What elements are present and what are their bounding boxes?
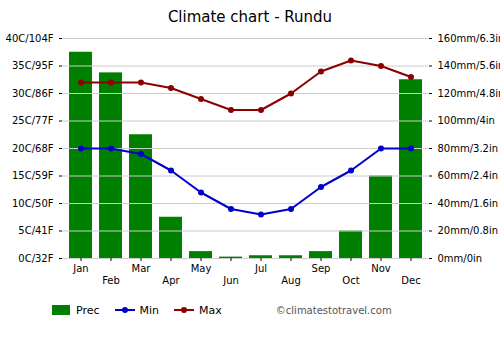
svg-text:120mm/4.8in: 120mm/4.8in [438, 88, 500, 99]
html-text:Prec: Prec [76, 303, 100, 317]
svg-text:15C/59F: 15C/59F [12, 170, 54, 181]
svg-text:25C/77F: 25C/77F [12, 115, 54, 126]
svg-text:0mm/0in: 0mm/0in [438, 253, 483, 264]
html-text:Min: Min [139, 303, 160, 317]
svg-text:Oct: Oct [342, 275, 359, 286]
svg-text:40mm/1.6in: 40mm/1.6in [438, 198, 499, 209]
html-text:©climatestotravel.com: ©climatestotravel.com [275, 304, 392, 316]
svg-text:May: May [191, 263, 212, 274]
svg-text:10C/50F: 10C/50F [12, 198, 54, 209]
svg-text:Jun: Jun [222, 275, 239, 286]
svg-text:Aug: Aug [281, 275, 301, 286]
svg-text:Apr: Apr [162, 275, 180, 286]
svg-text:Nov: Nov [371, 263, 391, 274]
svg-text:100mm/4in: 100mm/4in [438, 115, 495, 126]
svg-text:Feb: Feb [102, 275, 120, 286]
svg-text:60mm/2.4in: 60mm/2.4in [438, 170, 499, 181]
svg-text:35C/95F: 35C/95F [12, 60, 54, 71]
svg-text:140mm/5.6in: 140mm/5.6in [438, 60, 500, 71]
svg-text:0C/32F: 0C/32F [18, 253, 53, 264]
svg-text:Dec: Dec [401, 275, 420, 286]
svg-text:Jul: Jul [254, 263, 267, 274]
svg-text:80mm/3.2in: 80mm/3.2in [438, 143, 499, 154]
svg-text:Sep: Sep [312, 263, 331, 274]
svg-text:20C/68F: 20C/68F [12, 143, 54, 154]
svg-text:20mm/0.8in: 20mm/0.8in [438, 225, 499, 236]
html-text:Max: Max [199, 303, 222, 317]
svg-text:5C/41F: 5C/41F [18, 225, 53, 236]
svg-text:Jan: Jan [72, 263, 88, 274]
svg-text:40C/104F: 40C/104F [6, 33, 54, 44]
svg-text:Mar: Mar [132, 263, 152, 274]
svg-text:160mm/6.3in: 160mm/6.3in [438, 33, 500, 44]
html-text:Climate chart - Rundu: Climate chart - Rundu [167, 8, 333, 26]
svg-text:30C/86F: 30C/86F [12, 88, 54, 99]
